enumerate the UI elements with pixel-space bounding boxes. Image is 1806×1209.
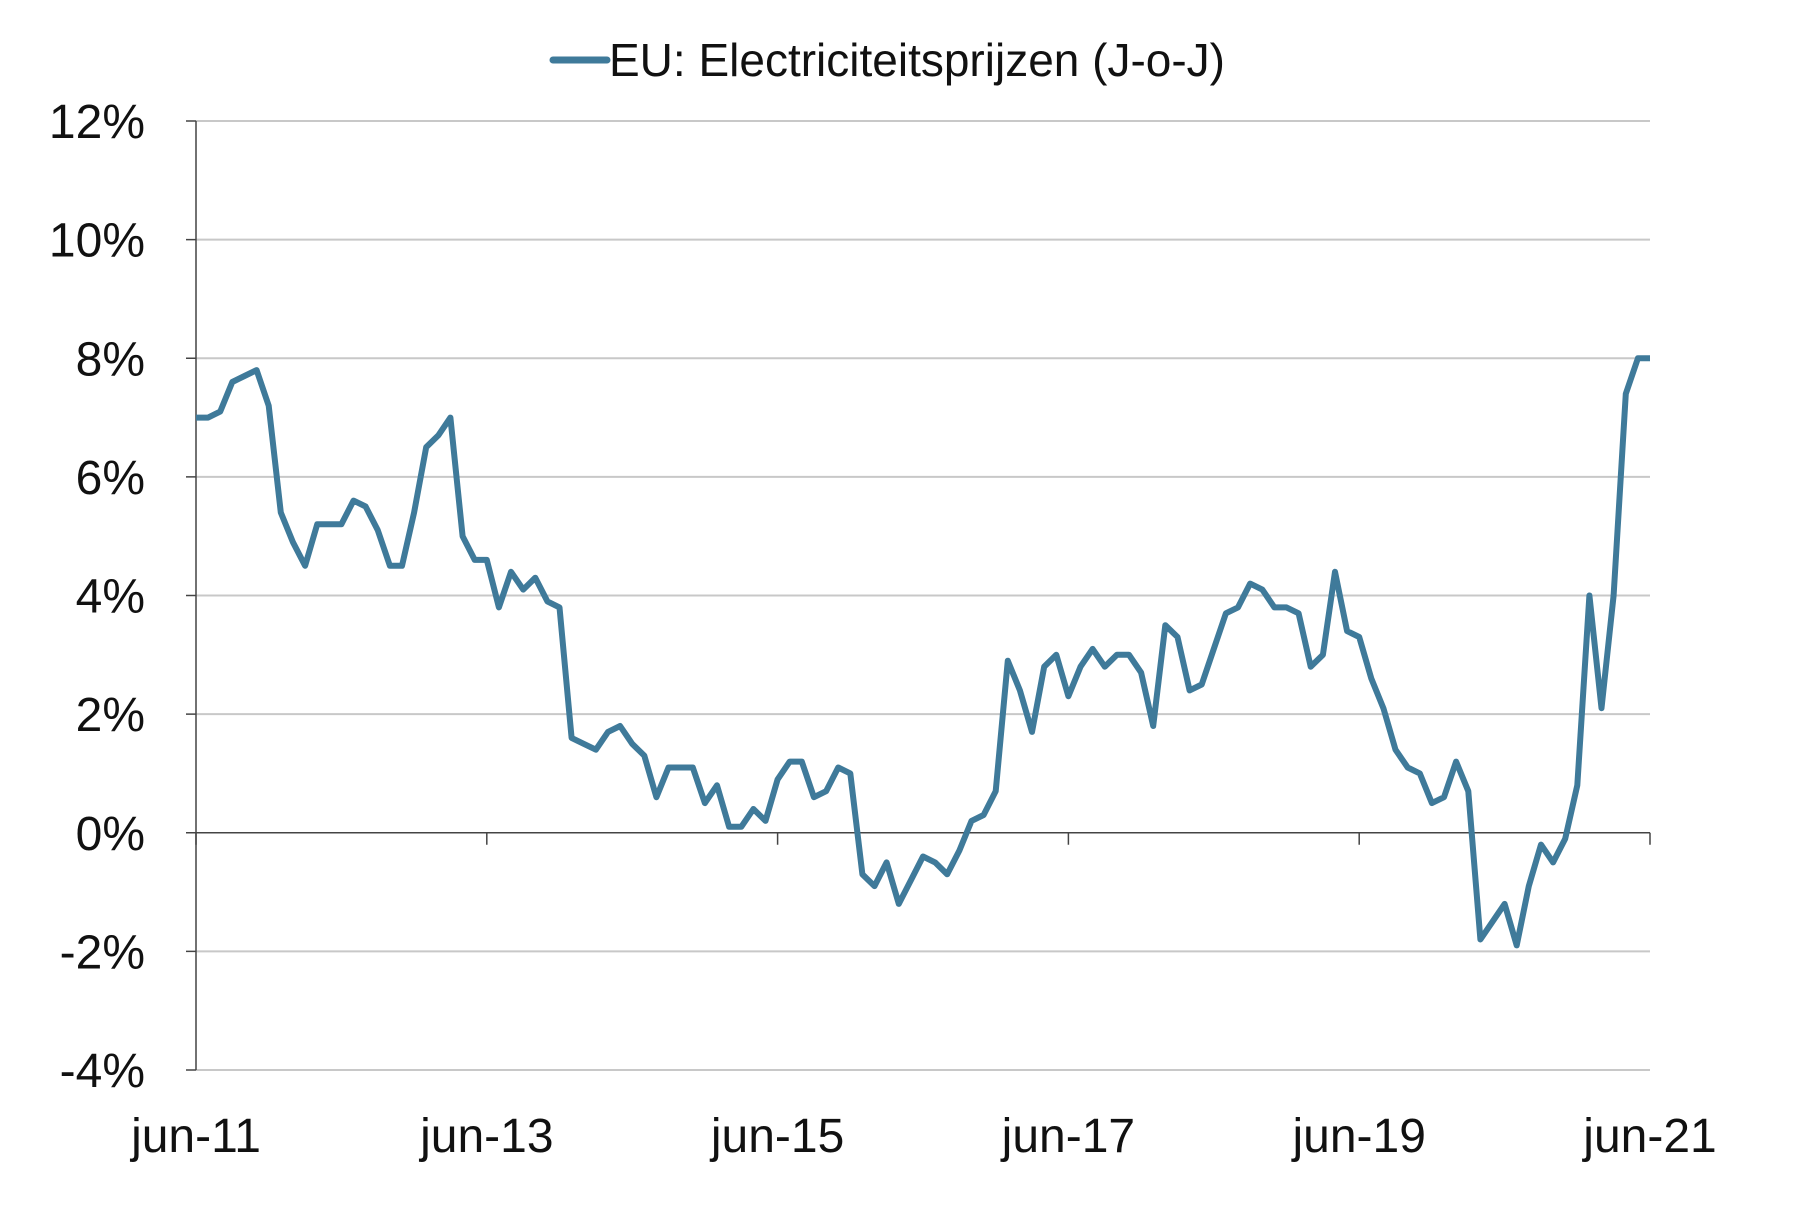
y-tick-label: -2% <box>60 926 145 979</box>
legend-label: EU: Electriciteitsprijzen (J-o-J) <box>609 34 1225 86</box>
x-tick-label: jun-15 <box>709 1110 844 1163</box>
x-tick-label: jun-11 <box>129 1110 261 1163</box>
x-tick-label: jun-21 <box>1581 1110 1716 1163</box>
x-axis: jun-11 jun-13 jun-15 jun-17 jun-19 jun-21 <box>129 832 1717 1163</box>
y-axis: 12% 10% 8% 6% 4% 2% 0% -2% -4% <box>49 96 197 1098</box>
y-tick-label: 6% <box>76 452 145 505</box>
y-tick-label: 2% <box>76 689 145 742</box>
y-tick-label: 8% <box>76 333 145 386</box>
y-tick-label: 10% <box>49 215 145 268</box>
legend: EU: Electriciteitsprijzen (J-o-J) <box>549 34 1225 86</box>
series-layer <box>196 355 1650 949</box>
x-tick-label: jun-17 <box>1000 1110 1135 1163</box>
y-tick-label: 0% <box>76 808 145 861</box>
gridlines <box>196 120 1650 1071</box>
series-line <box>196 355 1650 949</box>
y-tick-label: 4% <box>76 571 145 624</box>
x-tick-label: jun-19 <box>1290 1110 1425 1163</box>
y-tick-label: -4% <box>60 1045 145 1098</box>
x-tick-label: jun-13 <box>418 1110 553 1163</box>
y-tick-label: 12% <box>49 96 145 149</box>
